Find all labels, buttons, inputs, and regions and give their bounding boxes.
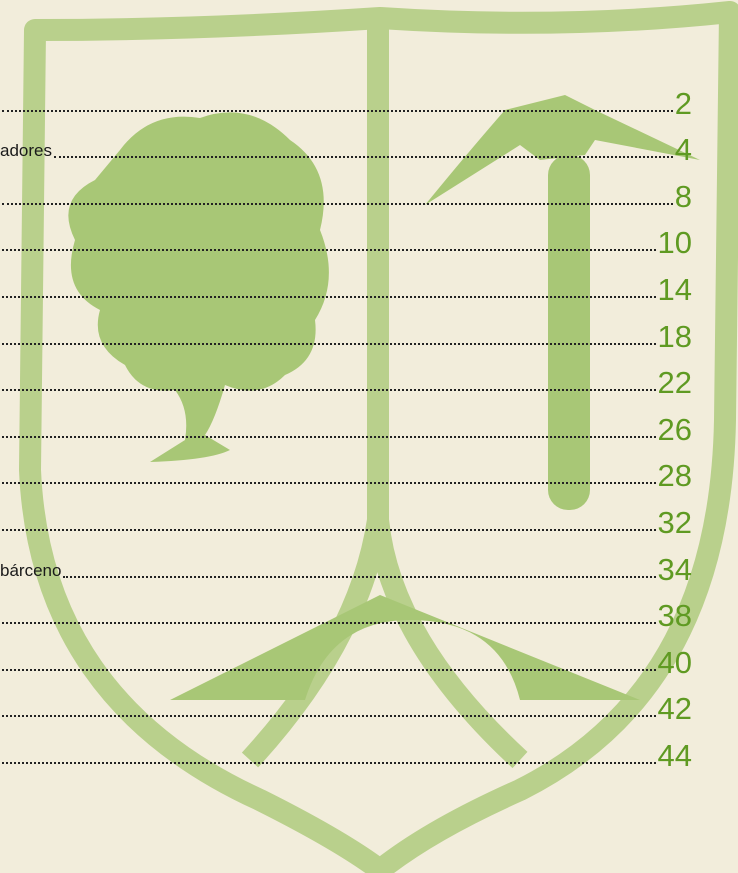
page-number: 42 — [658, 692, 692, 726]
dot-leader — [2, 389, 656, 391]
dot-leader — [2, 529, 656, 531]
dot-leader — [2, 669, 656, 671]
page-number: 38 — [658, 599, 692, 633]
page-number: 4 — [675, 133, 692, 167]
entry-title: bárceno — [0, 561, 61, 587]
dot-leader — [54, 156, 673, 158]
toc-entry: 32 — [0, 493, 692, 540]
table-of-contents: 2 adores 4 8 10 14 18 22 26 28 32 bárceno 34 38 40 42 44 — [0, 74, 692, 773]
page-number: 10 — [658, 226, 692, 260]
entry-title: adores — [0, 141, 52, 167]
toc-entry: 42 — [0, 680, 692, 727]
page-number: 34 — [658, 553, 692, 587]
toc-entry: 40 — [0, 633, 692, 680]
dot-leader — [2, 482, 656, 484]
toc-entry: 28 — [0, 447, 692, 494]
dot-leader — [2, 622, 656, 624]
dot-leader — [63, 576, 655, 578]
toc-entry: 22 — [0, 354, 692, 401]
dot-leader — [2, 762, 656, 764]
dot-leader — [2, 296, 656, 298]
toc-entry: 38 — [0, 587, 692, 634]
toc-entry: 10 — [0, 214, 692, 261]
toc-entry: 2 — [0, 74, 692, 121]
dot-leader — [2, 249, 656, 251]
page-number: 26 — [658, 413, 692, 447]
toc-entry: 8 — [0, 167, 692, 214]
page: 2 adores 4 8 10 14 18 22 26 28 32 bárceno 34 38 40 42 44 — [0, 0, 738, 873]
page-number: 18 — [658, 320, 692, 354]
toc-entry: 18 — [0, 307, 692, 354]
toc-entry: 14 — [0, 260, 692, 307]
toc-entry: bárceno 34 — [0, 540, 692, 587]
page-number: 28 — [658, 459, 692, 493]
dot-leader — [2, 343, 656, 345]
page-number: 8 — [675, 180, 692, 214]
page-number: 14 — [658, 273, 692, 307]
page-number: 22 — [658, 366, 692, 400]
toc-entry: 44 — [0, 726, 692, 773]
dot-leader — [2, 203, 673, 205]
toc-entry: adores 4 — [0, 121, 692, 168]
page-number: 32 — [658, 506, 692, 540]
page-number: 2 — [675, 87, 692, 121]
dot-leader — [2, 436, 656, 438]
page-number: 44 — [658, 739, 692, 773]
toc-entry: 26 — [0, 400, 692, 447]
dot-leader — [2, 110, 673, 112]
dot-leader — [2, 715, 656, 717]
page-number: 40 — [658, 646, 692, 680]
